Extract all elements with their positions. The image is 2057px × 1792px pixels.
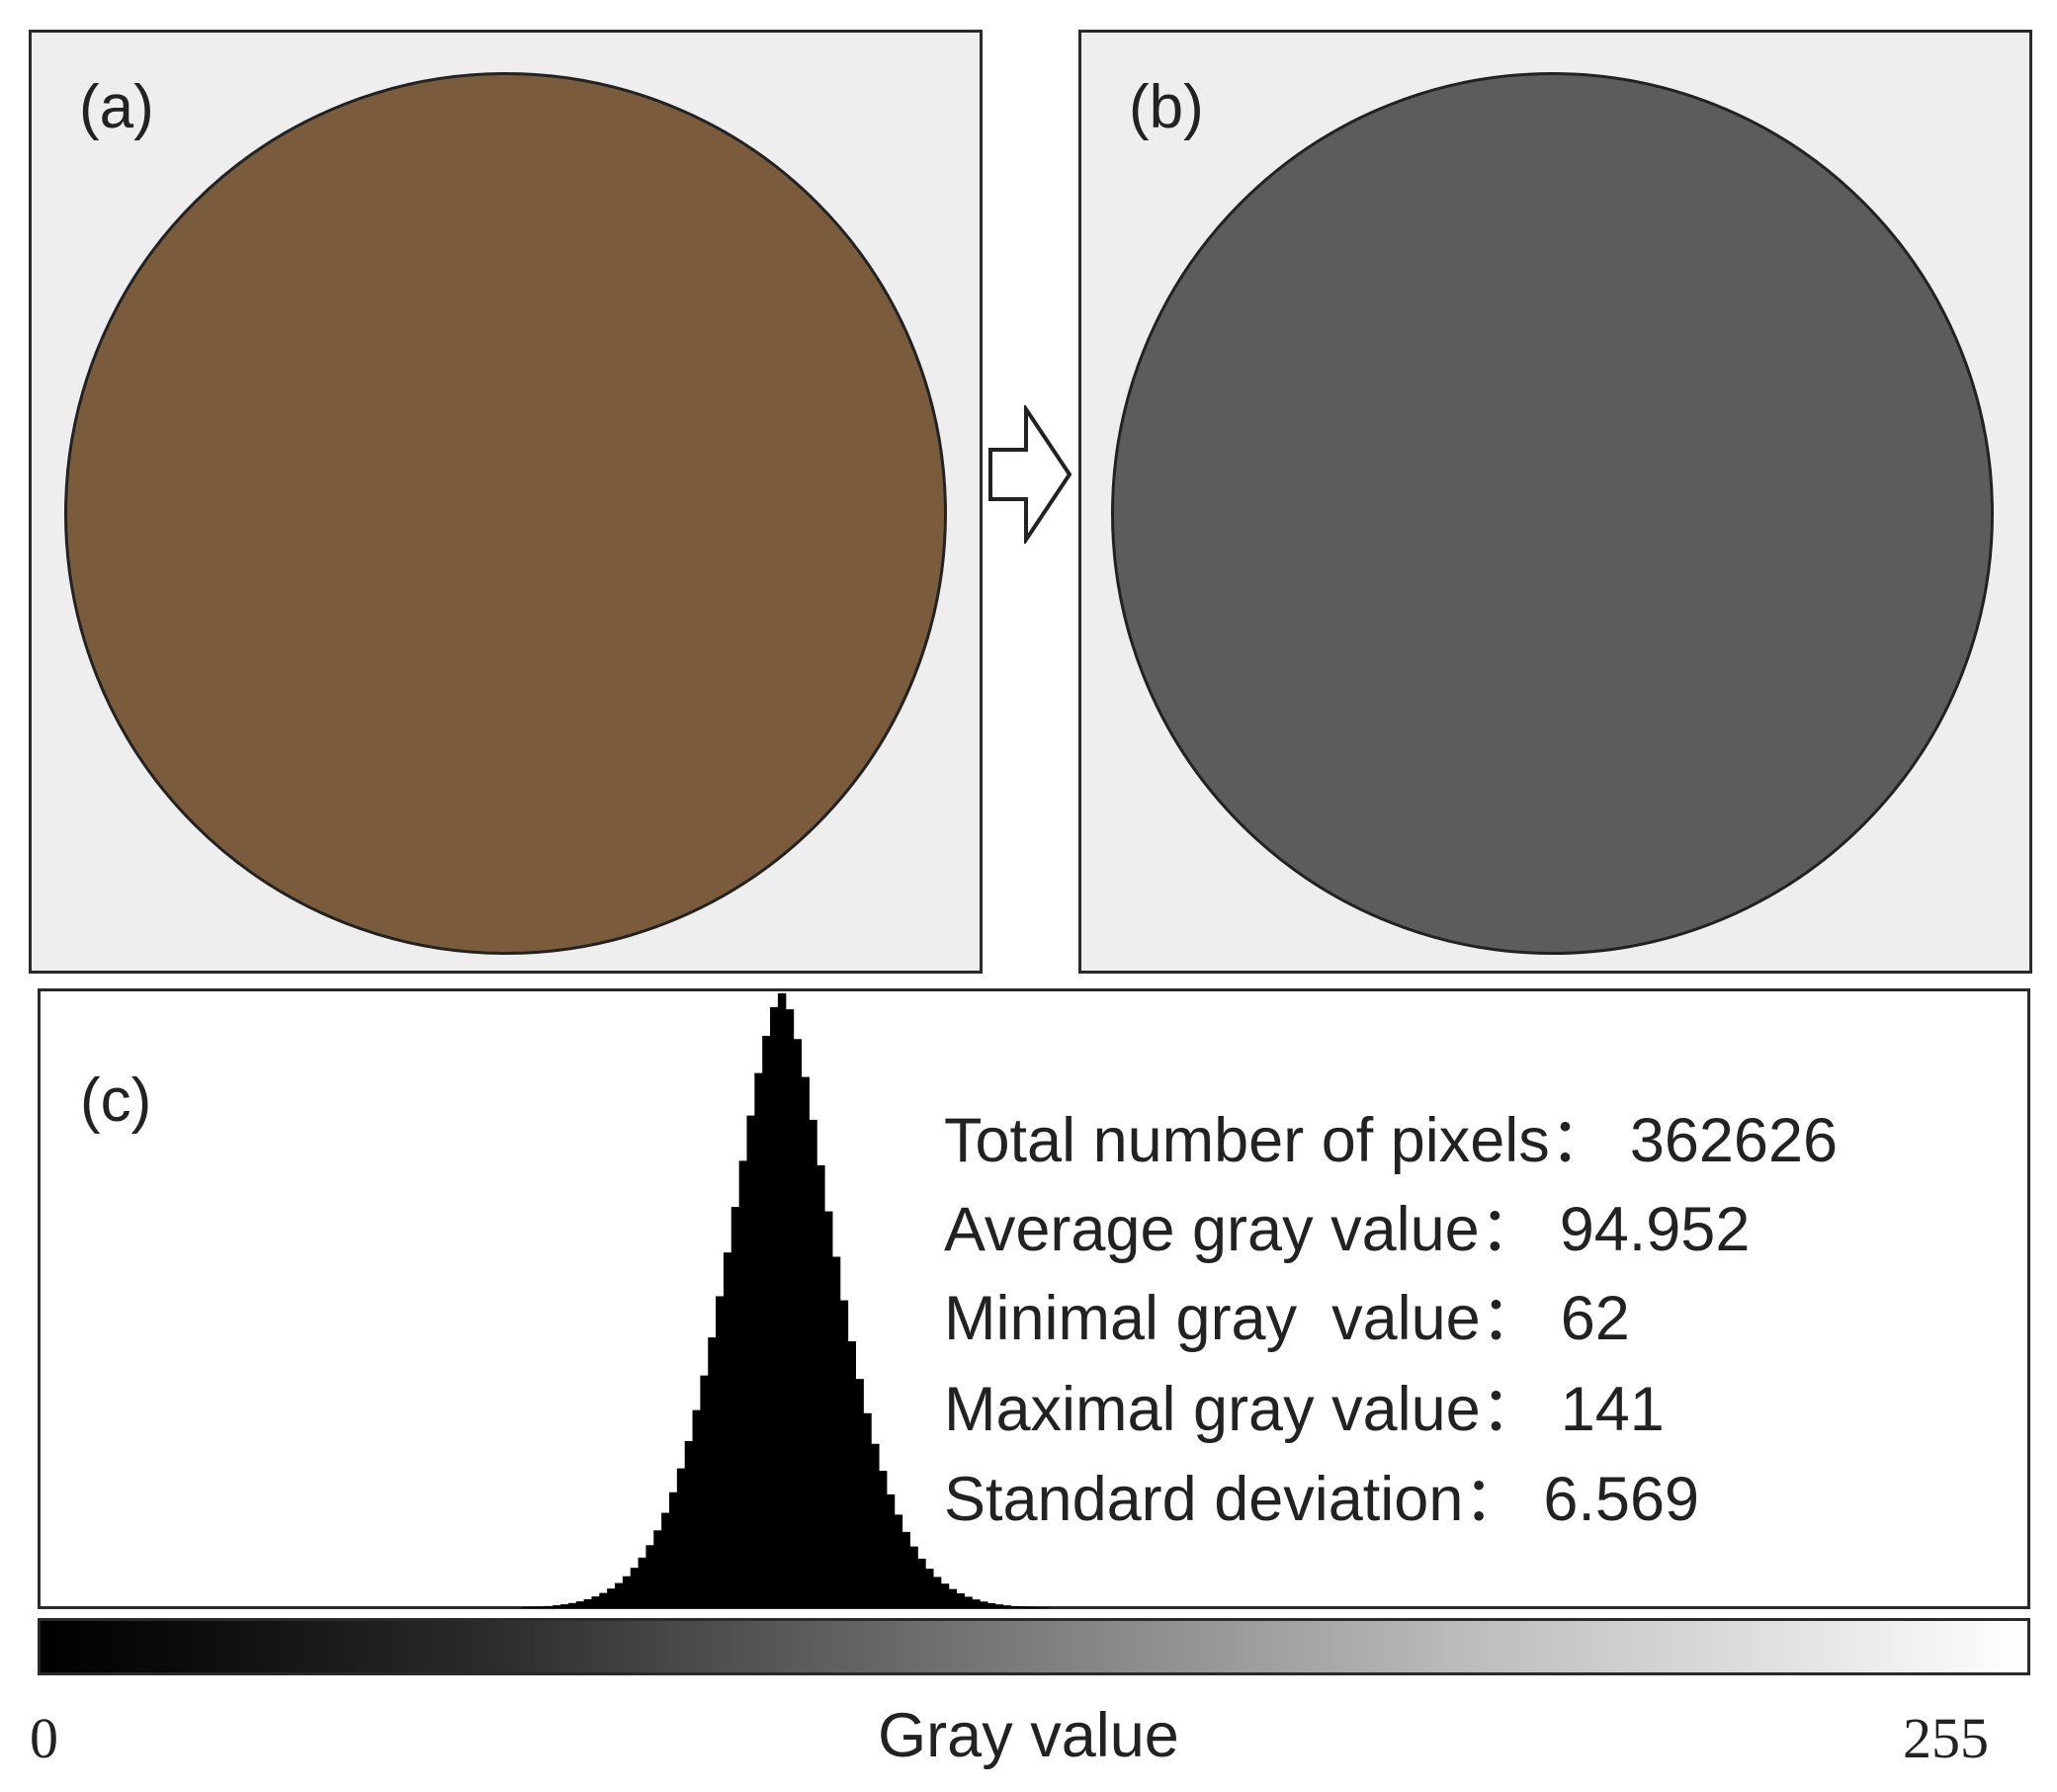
stat-line: Standard deviation： 6.569 bbox=[944, 1449, 1699, 1539]
panel-b-label: (b) bbox=[1129, 73, 1204, 141]
histogram-bar bbox=[964, 1596, 973, 1608]
histogram-bar bbox=[730, 1207, 740, 1608]
histogram-bar bbox=[676, 1468, 686, 1608]
histogram-bar bbox=[521, 1607, 531, 1608]
histogram-bar bbox=[762, 1035, 771, 1608]
histogram-bar bbox=[886, 1493, 896, 1608]
panel-a-label: (a) bbox=[79, 73, 154, 141]
histogram-bar bbox=[901, 1531, 910, 1608]
stat-value: 6.569 bbox=[1543, 1465, 1700, 1534]
histogram-bar bbox=[948, 1588, 958, 1608]
histogram-bar bbox=[583, 1598, 593, 1608]
histogram-bar bbox=[545, 1605, 554, 1608]
histogram-bar bbox=[925, 1569, 934, 1608]
histogram-bar bbox=[591, 1596, 600, 1608]
histogram-bar bbox=[777, 993, 787, 1608]
histogram-bar bbox=[754, 1072, 763, 1608]
histogram-bar bbox=[793, 1039, 803, 1608]
stat-value: 362626 bbox=[1629, 1106, 1839, 1175]
histogram-bar bbox=[809, 1119, 817, 1608]
histogram-bar bbox=[878, 1471, 888, 1608]
histogram-bar bbox=[824, 1211, 833, 1608]
histogram-bar bbox=[738, 1160, 748, 1608]
stat-value: 141 bbox=[1560, 1375, 1665, 1444]
histogram-bar bbox=[770, 1006, 779, 1608]
histogram-bar bbox=[630, 1568, 640, 1608]
histogram-bar bbox=[537, 1606, 546, 1608]
histogram-bar bbox=[1010, 1605, 1019, 1608]
x-tick-label-max: 255 bbox=[1903, 1706, 1989, 1770]
histogram-bar bbox=[940, 1583, 950, 1608]
histogram-bar bbox=[816, 1164, 825, 1608]
stat-line: Average gray value： 94.952 bbox=[944, 1179, 1750, 1269]
brown-sample-disk bbox=[64, 72, 947, 955]
gray-value-colorbar bbox=[38, 1618, 2030, 1675]
histogram-bar bbox=[871, 1443, 880, 1608]
histogram-bar bbox=[567, 1602, 577, 1608]
histogram-bar bbox=[894, 1514, 903, 1608]
histogram-bar bbox=[831, 1256, 841, 1608]
histogram-bar bbox=[684, 1440, 694, 1608]
histogram-bar bbox=[700, 1375, 709, 1608]
histogram-bar bbox=[716, 1296, 725, 1608]
stat-label: Standard deviation： bbox=[944, 1465, 1526, 1534]
histogram-bar bbox=[863, 1412, 872, 1608]
histogram-bar bbox=[932, 1577, 942, 1608]
stat-line: Maximal gray value： 141 bbox=[944, 1359, 1665, 1449]
stat-label: Total number of pixels： bbox=[944, 1106, 1612, 1175]
panel-c-label: (c) bbox=[80, 1067, 152, 1135]
histogram-bar bbox=[1034, 1607, 1043, 1608]
stat-label: Minimal gray value： bbox=[944, 1284, 1543, 1353]
hollow-right-arrow-icon bbox=[988, 405, 1072, 544]
histogram-bar bbox=[599, 1592, 608, 1608]
histogram-bar bbox=[529, 1606, 539, 1608]
stat-label: Maximal gray value： bbox=[944, 1375, 1543, 1444]
histogram-bar bbox=[956, 1593, 965, 1608]
stat-value: 62 bbox=[1560, 1284, 1630, 1353]
histogram-bar bbox=[746, 1115, 755, 1608]
histogram-bar bbox=[917, 1558, 926, 1608]
histogram-bar bbox=[909, 1546, 918, 1608]
histogram-bar bbox=[1041, 1607, 1051, 1608]
histogram-bar bbox=[972, 1599, 981, 1608]
histogram-bar bbox=[560, 1604, 569, 1608]
histogram-bar bbox=[855, 1379, 864, 1608]
histogram-bar bbox=[607, 1588, 616, 1608]
histogram-bar bbox=[615, 1582, 624, 1608]
histogram-bar bbox=[801, 1076, 810, 1608]
histogram-bar bbox=[668, 1492, 678, 1608]
stat-value: 94.952 bbox=[1559, 1195, 1751, 1264]
histogram-bar bbox=[1002, 1605, 1012, 1608]
histogram-bar bbox=[645, 1545, 654, 1608]
histogram-bar bbox=[575, 1601, 585, 1608]
histogram-bar bbox=[622, 1576, 632, 1608]
histogram-bar bbox=[847, 1340, 857, 1608]
histogram-bar bbox=[653, 1530, 662, 1608]
histogram-bar bbox=[839, 1300, 849, 1608]
histogram-bar bbox=[661, 1512, 670, 1608]
stat-label: Average gray value： bbox=[944, 1195, 1542, 1264]
histogram-bar bbox=[1026, 1606, 1035, 1608]
x-axis-title: Gray value bbox=[878, 1701, 1179, 1770]
histogram-bar bbox=[692, 1409, 701, 1608]
histogram-bar bbox=[980, 1601, 988, 1608]
panel-a: (a) bbox=[29, 30, 983, 974]
histogram-bar bbox=[723, 1252, 732, 1608]
histogram-bar bbox=[1018, 1606, 1027, 1608]
x-tick-label-min: 0 bbox=[30, 1706, 58, 1770]
stat-line: Total number of pixels： 362626 bbox=[944, 1090, 1838, 1180]
histogram-bar bbox=[638, 1557, 647, 1608]
stat-line: Minimal gray value： 62 bbox=[944, 1268, 1630, 1358]
gray-sample-disk bbox=[1111, 72, 1994, 955]
histogram-bar bbox=[553, 1605, 561, 1608]
histogram-bar bbox=[708, 1337, 717, 1608]
histogram-panel: (c) bbox=[38, 988, 2030, 1609]
histogram-bar bbox=[986, 1602, 996, 1608]
histogram-bar bbox=[994, 1604, 1004, 1608]
histogram-bar bbox=[785, 1009, 795, 1608]
panel-b: (b) bbox=[1078, 30, 2032, 974]
